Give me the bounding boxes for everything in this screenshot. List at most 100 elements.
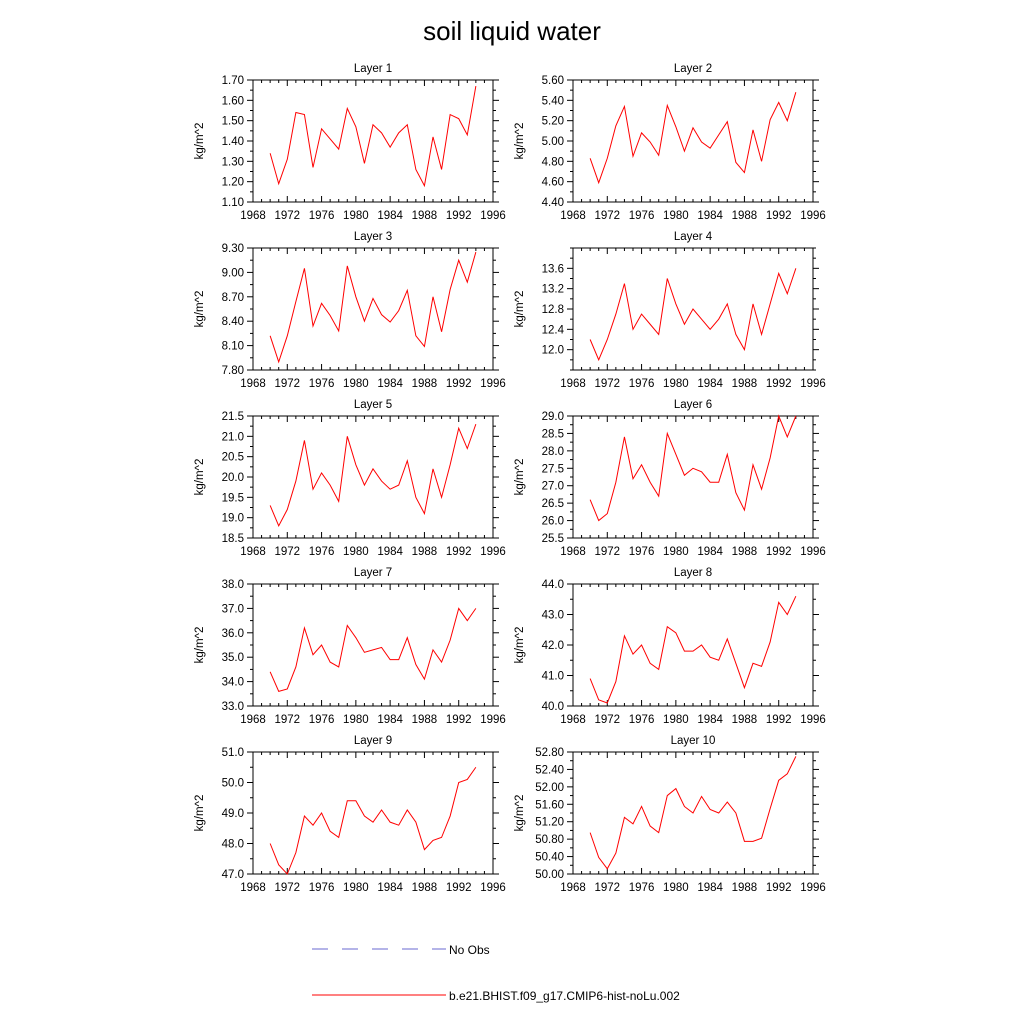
x-tick-label: 1980 xyxy=(343,210,369,222)
x-tick-label: 1976 xyxy=(309,210,335,222)
x-tick-label: 1968 xyxy=(560,714,586,726)
y-axis-label: kg/m^2 xyxy=(194,795,206,832)
x-tick-label: 1992 xyxy=(766,378,792,390)
y-tick-label: 1.40 xyxy=(222,136,244,148)
x-tick-label: 1976 xyxy=(309,714,335,726)
x-tick-label: 1988 xyxy=(412,546,438,558)
chart-panel: Layer 10 1968 1972 1976 1980 1984 1988 1992 1996… xyxy=(514,735,826,894)
x-tick-label: 1988 xyxy=(732,210,758,222)
y-tick-label: 19.5 xyxy=(222,492,244,504)
x-tick-label: 1984 xyxy=(377,714,403,726)
x-tick-label: 1988 xyxy=(412,882,438,894)
y-tick-label: 36.0 xyxy=(222,628,244,640)
x-tick-label: 1996 xyxy=(800,378,826,390)
x-tick-label: 1980 xyxy=(343,546,369,558)
y-tick-label: 8.10 xyxy=(222,341,244,353)
x-tick-label: 1976 xyxy=(309,882,335,894)
y-tick-label: 5.40 xyxy=(542,95,564,107)
x-tick-label: 1988 xyxy=(732,714,758,726)
chart-panel: Layer 5 1968 1972 1976 1980 1984 1988 1992 1996 1… xyxy=(194,399,506,558)
y-tick-label: 38.0 xyxy=(222,579,244,591)
y-tick-label: 1.60 xyxy=(222,95,244,107)
x-tick-label: 1976 xyxy=(309,546,335,558)
chart-panel: Layer 7 1968 1972 1976 1980 1984 1988 1992 1996 3… xyxy=(194,567,506,726)
y-axis-label: kg/m^2 xyxy=(194,123,206,160)
x-tick-label: 1984 xyxy=(697,882,723,894)
x-tick-label: 1980 xyxy=(343,882,369,894)
y-tick-label: 1.70 xyxy=(222,75,244,87)
x-tick-label: 1976 xyxy=(629,714,655,726)
x-tick-label: 1992 xyxy=(766,210,792,222)
y-tick-label: 37.0 xyxy=(222,603,244,615)
x-tick-label: 1984 xyxy=(377,546,403,558)
series-line xyxy=(269,607,477,692)
y-tick-label: 42.0 xyxy=(542,640,564,652)
x-tick-label: 1996 xyxy=(800,714,826,726)
x-tick-label: 1980 xyxy=(663,714,689,726)
y-tick-label: 20.0 xyxy=(222,472,244,484)
series-line xyxy=(269,251,477,364)
x-tick-label: 1992 xyxy=(446,714,472,726)
y-tick-label: 28.0 xyxy=(542,446,564,458)
y-axis-label: kg/m^2 xyxy=(514,459,526,496)
y-tick-label: 44.0 xyxy=(542,579,564,591)
legend-label-no-obs: No Obs xyxy=(449,943,490,957)
x-tick-label: 1980 xyxy=(343,378,369,390)
series-line xyxy=(589,92,797,185)
y-tick-label: 4.40 xyxy=(542,197,564,209)
x-tick-label: 1996 xyxy=(480,546,506,558)
y-tick-label: 41.0 xyxy=(542,671,564,683)
series-line xyxy=(269,86,477,188)
y-tick-label: 35.0 xyxy=(222,652,244,664)
x-tick-label: 1996 xyxy=(480,714,506,726)
y-axis-label: kg/m^2 xyxy=(194,459,206,496)
y-tick-label: 12.4 xyxy=(542,324,565,336)
x-tick-label: 1980 xyxy=(343,714,369,726)
y-tick-label: 21.5 xyxy=(222,411,244,423)
series-line xyxy=(589,268,797,362)
y-tick-label: 50.0 xyxy=(222,778,244,790)
y-axis-label: kg/m^2 xyxy=(514,291,526,328)
x-tick-label: 1984 xyxy=(377,378,403,390)
y-tick-label: 51.20 xyxy=(535,817,564,829)
y-tick-label: 19.0 xyxy=(222,513,244,525)
chart-panel: Layer 6 1968 1972 1976 1980 1984 1988 1992 1996 2… xyxy=(514,399,826,558)
x-tick-label: 1984 xyxy=(697,210,723,222)
x-tick-label: 1992 xyxy=(766,882,792,894)
y-tick-label: 27.5 xyxy=(542,463,564,475)
x-tick-label: 1968 xyxy=(240,378,266,390)
y-tick-label: 20.5 xyxy=(222,452,244,464)
x-tick-label: 1976 xyxy=(629,882,655,894)
x-tick-label: 1980 xyxy=(663,210,689,222)
panel-title: Layer 9 xyxy=(354,735,392,747)
y-tick-label: 48.0 xyxy=(222,839,244,851)
x-tick-label: 1984 xyxy=(377,882,403,894)
chart-panel: Layer 9 1968 1972 1976 1980 1984 1988 1992 1996 4… xyxy=(194,735,506,894)
plot-frame xyxy=(572,583,814,707)
x-tick-label: 1972 xyxy=(274,210,300,222)
panel-title: Layer 1 xyxy=(354,63,392,75)
x-tick-label: 1988 xyxy=(732,546,758,558)
x-tick-label: 1972 xyxy=(274,882,300,894)
x-tick-label: 1996 xyxy=(800,546,826,558)
y-tick-label: 21.0 xyxy=(222,431,244,443)
y-tick-label: 4.80 xyxy=(542,156,564,168)
y-tick-label: 50.00 xyxy=(535,869,564,881)
x-tick-label: 1996 xyxy=(480,882,506,894)
y-tick-label: 25.5 xyxy=(542,533,564,545)
x-tick-label: 1976 xyxy=(309,378,335,390)
y-tick-label: 8.70 xyxy=(222,292,244,304)
y-tick-label: 4.60 xyxy=(542,177,564,189)
x-tick-label: 1996 xyxy=(480,378,506,390)
x-tick-label: 1976 xyxy=(629,546,655,558)
y-tick-label: 28.5 xyxy=(542,428,564,440)
series-line xyxy=(269,766,477,875)
x-tick-label: 1972 xyxy=(594,210,620,222)
y-tick-label: 7.80 xyxy=(222,365,244,377)
y-tick-label: 26.0 xyxy=(542,516,564,528)
plot-frame xyxy=(252,79,494,203)
y-tick-label: 1.20 xyxy=(222,177,244,189)
panel-title: Layer 10 xyxy=(671,735,716,747)
y-tick-label: 1.10 xyxy=(222,197,244,209)
